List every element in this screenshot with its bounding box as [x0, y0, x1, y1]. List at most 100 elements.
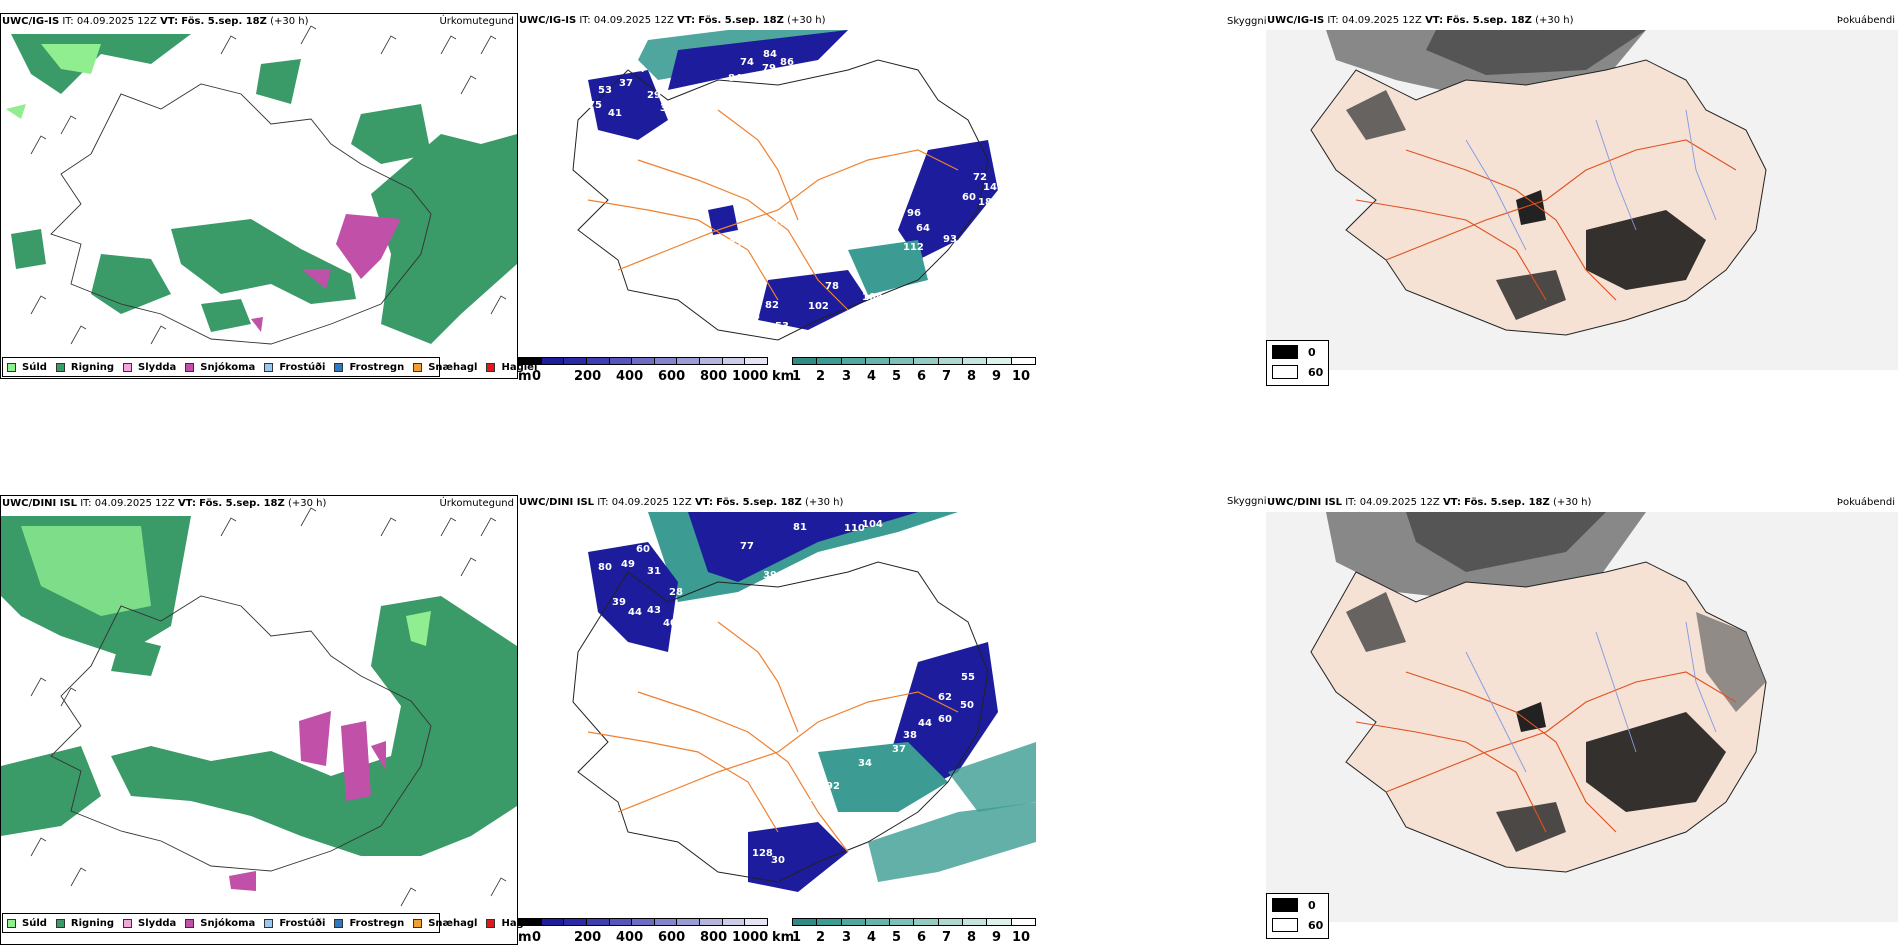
snow-depth-value: 104	[776, 123, 797, 134]
cloud-panel-bottom: UWC/DINI ISL IT: 04.09.2025 12Z VT: Fös.…	[1266, 495, 1898, 945]
cloud-header-top: UWC/IG-IS IT: 04.09.2025 12Z VT: Fös. 5.…	[1267, 15, 1574, 26]
precip-header-top: UWC/IG-IS IT: 04.09.2025 12Z VT: Fös. 5.…	[2, 16, 309, 27]
precip-title-bottom: Úrkomutegund	[439, 498, 514, 509]
legend-swatch	[123, 362, 133, 372]
wind-barbs	[30, 507, 507, 907]
snow-depth-value: 112	[903, 242, 924, 253]
snow-depth-value: 31	[647, 566, 661, 577]
snow-depth-value: 69	[768, 805, 782, 816]
snow-depth-value: 54	[631, 64, 645, 75]
legend-swatch	[123, 918, 133, 928]
snow-depth-value: 30	[771, 855, 785, 866]
snow-depth-value: 86	[783, 570, 797, 581]
snow-title-bottom: Skyggni	[1227, 496, 1267, 507]
roads	[587, 109, 959, 311]
snow-depth-value: 44	[628, 607, 642, 618]
snow-depth-value: 60	[636, 544, 650, 555]
snow-depth-value: 60	[962, 192, 976, 203]
precip-legend-bottom: Súld Rigning Slydda Snjókoma Frostúði Fr…	[2, 913, 537, 933]
snow-depth-value: 77	[740, 541, 754, 552]
cloud-map-top[interactable]	[1266, 30, 1898, 370]
snow-depth-value: 143	[983, 182, 1004, 193]
snow-depth-value: 55	[961, 672, 975, 683]
snow-depth-value: 94	[748, 818, 762, 829]
snow-depth-value: 52	[866, 714, 880, 725]
snow-depth-value: 53	[598, 85, 612, 96]
snow-depth-value: 43	[647, 605, 661, 616]
legend-swatch	[264, 362, 274, 372]
snow-depth-value: 75	[588, 100, 602, 111]
snow-depth-value: 183	[978, 197, 999, 208]
precip-panel-bottom: UWC/DINI ISL IT: 04.09.2025 12Z VT: Fös.…	[0, 495, 537, 945]
cloud-legend-bottom: 0 60	[1266, 893, 1329, 939]
snow-depth-value: 32	[831, 716, 845, 727]
snow-depth-value: 90	[712, 690, 726, 701]
legend-swatch	[7, 362, 16, 372]
snow-depth-value: 53	[775, 321, 789, 332]
snow-depth-value: 103	[721, 238, 742, 249]
snow-depth-value: 93	[943, 234, 957, 245]
snow-depth-value: 98	[809, 793, 823, 804]
snow-depth-value: 84	[763, 49, 777, 60]
snow-depth-value: 50	[960, 700, 974, 711]
snow-depth-value: 110	[808, 781, 829, 792]
legend-swatch	[334, 362, 344, 372]
legend-swatch	[185, 362, 195, 372]
coastline	[50, 595, 432, 872]
visibility-colorbar-bottom: km 1 2 3 4 5 6 7 8 9 10	[772, 918, 1036, 945]
snow-title-top: Skyggni	[1227, 16, 1267, 27]
legend-swatch	[486, 362, 496, 372]
snow-depth-value: 74	[740, 57, 754, 68]
coastline	[572, 561, 989, 883]
snow-depth-value: 112	[773, 217, 794, 228]
snow-panel-top: UWC/IG-IS IT: 04.09.2025 12Z VT: Fös. 5.…	[518, 13, 1036, 384]
legend-swatch	[334, 918, 344, 928]
precip-panel-top: UWC/IG-IS IT: 04.09.2025 12Z VT: Fös. 5.…	[0, 13, 537, 379]
cloud-title-bottom: Þokuábendi	[1836, 497, 1895, 508]
wind-barbs	[30, 25, 507, 345]
cloud-panel-top: UWC/IG-IS IT: 04.09.2025 12Z VT: Fös. 5.…	[1266, 13, 1898, 386]
snow-depth-value: 31	[834, 228, 848, 239]
precip-map-bottom[interactable]	[1, 496, 517, 944]
precip-map-top[interactable]	[1, 14, 517, 378]
snow-header-top: UWC/IG-IS IT: 04.09.2025 12Z VT: Fös. 5.…	[519, 15, 826, 26]
snow-depth-value: 321	[831, 730, 852, 741]
snow-depth-value: 53	[856, 235, 870, 246]
snow-depth-value: 60	[938, 714, 952, 725]
cloud-legend-top: 0 60	[1266, 340, 1329, 386]
roads	[1355, 671, 1737, 833]
cloud-title-top: Þokuábendi	[1836, 15, 1895, 26]
snow-depth-value: 49	[621, 559, 635, 570]
snow-depth-value: 44	[918, 718, 932, 729]
coastline	[572, 59, 989, 341]
snow-depth-value: 39	[763, 570, 777, 581]
cloud-header-bottom: UWC/DINI ISL IT: 04.09.2025 12Z VT: Fös.…	[1267, 497, 1592, 508]
snow-depth-value: 110	[844, 523, 865, 534]
snow-depth-value: 64	[916, 223, 930, 234]
snow-depth-value: 40	[663, 618, 677, 629]
legend-swatch	[486, 918, 496, 928]
snow-panel-bottom: UWC/DINI ISL IT: 04.09.2025 12Z VT: Fös.…	[518, 495, 1036, 945]
cloud-map-bottom[interactable]	[1266, 512, 1898, 922]
legend-swatch	[413, 918, 423, 928]
snow-depth-value: 96	[907, 208, 921, 219]
precip-header-bottom: UWC/DINI ISL IT: 04.09.2025 12Z VT: Fös.…	[2, 498, 327, 509]
snow-depth-value: 34	[858, 758, 872, 769]
legend-swatch	[413, 362, 423, 372]
snow-depth-value: 128	[752, 848, 773, 859]
precip-areas	[6, 34, 517, 344]
snow-depth-value: 62	[938, 692, 952, 703]
snow-depth-value: 84	[728, 73, 742, 84]
snow-depth-value: 38	[903, 730, 917, 741]
snow-depth-value: 181	[743, 805, 764, 816]
snow-depth-value: 37	[619, 78, 633, 89]
snow-depth-value: 29	[647, 90, 661, 101]
snow-depth-value: 82	[765, 300, 779, 311]
snow-depth-value: 49	[718, 594, 732, 605]
snow-depth-value: 80	[598, 562, 612, 573]
legend-swatch	[264, 918, 274, 928]
